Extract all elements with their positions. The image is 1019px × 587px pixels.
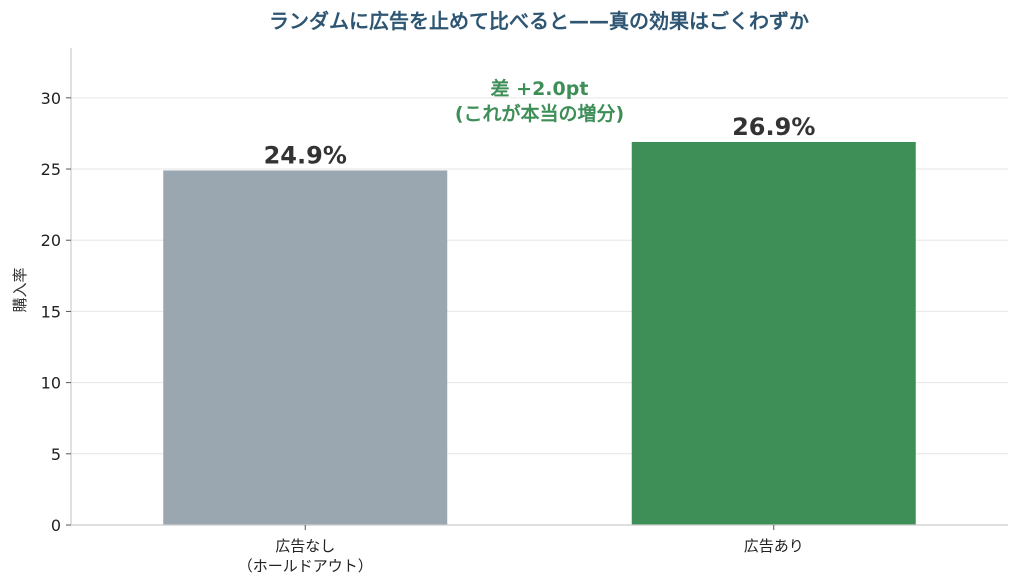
y-ticks: 0 5 10 15 20 25 30 xyxy=(41,89,71,535)
x-tick-label: （ホールドアウト） xyxy=(238,557,373,575)
y-tick-label: 5 xyxy=(51,445,61,464)
y-tick-label: 0 xyxy=(51,516,61,535)
data-label: 26.9% xyxy=(732,113,815,141)
y-tick-label: 10 xyxy=(41,374,61,393)
difference-annotation: 差 +2.0pt(これが本当の増分) xyxy=(455,77,624,125)
y-tick-label: 25 xyxy=(41,160,61,179)
chart-title: ランダムに広告を止めて比べると——真の効果はごくわずか xyxy=(269,9,809,33)
data-labels: 24.9% 26.9% xyxy=(264,113,816,169)
bar xyxy=(163,170,448,525)
y-axis-label: 購入率 xyxy=(11,267,29,312)
annotation-line: (これが本当の増分) xyxy=(455,102,624,125)
y-tick-label: 15 xyxy=(41,302,61,321)
x-tick-label: 広告なし xyxy=(275,537,335,555)
bars xyxy=(163,141,916,525)
x-tick-labels: 広告なし （ホールドアウト） 広告あり xyxy=(238,525,804,575)
y-tick-label: 30 xyxy=(41,89,61,108)
x-tick-label: 広告あり xyxy=(744,537,804,555)
data-label: 24.9% xyxy=(264,141,347,169)
y-tick-label: 20 xyxy=(41,231,61,250)
annotation-line: 差 +2.0pt xyxy=(491,77,589,100)
bar xyxy=(631,141,916,525)
